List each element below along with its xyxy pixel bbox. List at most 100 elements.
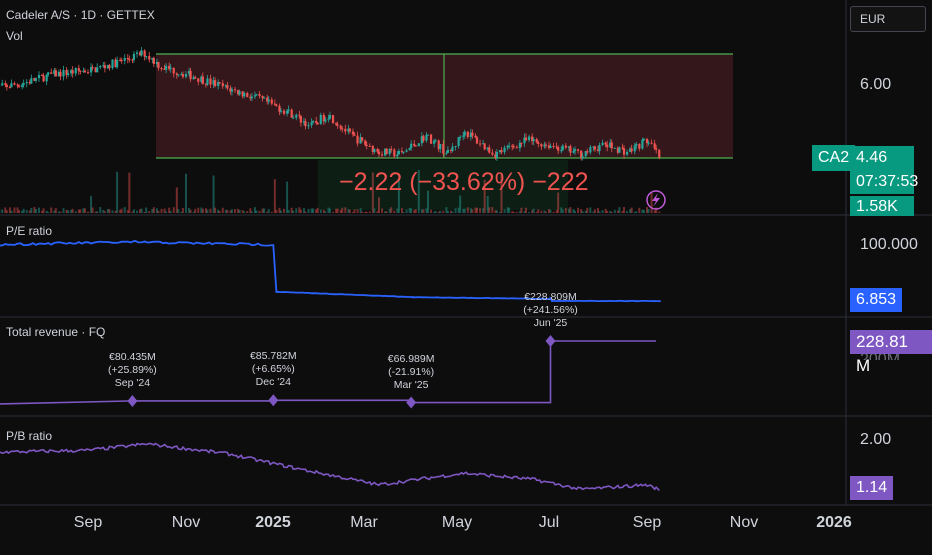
- volume-bar: [357, 209, 359, 213]
- volume-bar: [99, 207, 101, 213]
- candle: [418, 143, 420, 146]
- volume-bar: [87, 212, 89, 213]
- volume-bar: [582, 211, 584, 213]
- pb-ratio-label: P/B ratio: [6, 429, 52, 443]
- pb-value-badge: 1.14: [850, 476, 893, 500]
- volume-bar: [47, 212, 49, 213]
- measure-label: −2.22 (−33.62%) −222: [339, 168, 589, 197]
- symbol-badge[interactable]: CA2: [812, 145, 855, 171]
- volume-bar: [148, 211, 150, 213]
- volume-bar: [190, 210, 192, 213]
- volume-bar: [214, 208, 216, 213]
- revenue-marker: [406, 397, 416, 409]
- volume-bar: [658, 212, 660, 213]
- volume-bar: [59, 212, 61, 213]
- candle: [26, 79, 28, 87]
- volume-bar: [442, 211, 444, 213]
- candle: [386, 148, 388, 154]
- candle: [82, 68, 84, 74]
- volume-bar: [435, 211, 437, 213]
- volume-bar: [631, 208, 633, 213]
- volume-bar: [381, 209, 383, 213]
- volume-bar: [569, 207, 571, 213]
- volume-bar: [176, 187, 178, 213]
- volume-bar: [234, 209, 236, 213]
- volume-bar: [337, 209, 339, 213]
- revenue-annotation: €85.782M(+6.65%)Dec '24: [233, 350, 313, 389]
- volume-bar: [496, 210, 498, 213]
- volume-bar: [393, 211, 395, 213]
- revenue-annotation-change: (+25.89%): [92, 364, 172, 377]
- candle: [13, 81, 15, 85]
- volume-bar: [651, 193, 653, 213]
- volume-bar: [361, 212, 363, 213]
- price-axis-tick: 6.00: [860, 76, 891, 94]
- volume-bar: [643, 210, 645, 213]
- candle: [136, 50, 138, 58]
- candle: [10, 80, 12, 88]
- volume-bar: [108, 209, 110, 213]
- volume-bar: [182, 208, 184, 213]
- candle: [46, 74, 48, 85]
- volume-bar: [185, 174, 187, 213]
- candle: [430, 134, 432, 144]
- volume-bar: [124, 207, 126, 213]
- volume-bar: [451, 211, 453, 213]
- revenue-marker: [127, 395, 137, 407]
- volume-bar: [274, 179, 276, 213]
- volume-bar: [455, 208, 457, 213]
- volume-bar: [415, 209, 417, 213]
- volume-bar: [268, 209, 270, 213]
- candle: [145, 56, 147, 60]
- volume-bar: [574, 211, 576, 213]
- volume-bar: [67, 210, 69, 213]
- currency-selector[interactable]: EUR: [850, 6, 926, 32]
- volume-bar: [447, 211, 449, 213]
- volume-bar: [422, 209, 424, 213]
- volume-bar: [373, 208, 375, 213]
- volume-bar: [623, 207, 625, 213]
- candle: [124, 54, 126, 64]
- volume-bar: [537, 209, 539, 213]
- revenue-annotation: €228.809M(+241.56%)Jun '25: [511, 291, 591, 330]
- volume-bar: [283, 209, 285, 213]
- candle: [99, 65, 101, 69]
- volume-bar: [349, 210, 351, 213]
- volume-bar: [157, 211, 159, 213]
- revenue-annotation-change: (+241.56%): [511, 304, 591, 317]
- chart-title: Cadeler A/S · 1D · GETTEX: [6, 8, 155, 22]
- volume-bar: [286, 182, 288, 213]
- volume-bar: [23, 209, 25, 213]
- time-axis-tick: Jul: [539, 514, 559, 532]
- volume-bar: [390, 207, 392, 213]
- volume-bar: [353, 209, 355, 213]
- volume-bar: [606, 211, 608, 213]
- volume-bar: [222, 208, 224, 213]
- volume-bar: [439, 211, 441, 213]
- volume-bar: [594, 209, 596, 213]
- volume-bar: [288, 210, 290, 213]
- lightning-icon[interactable]: [647, 191, 665, 209]
- volume-bar: [243, 212, 245, 213]
- volume-bar: [562, 210, 564, 213]
- volume-bar: [153, 207, 155, 213]
- candle: [96, 63, 98, 73]
- time-axis-tick: Nov: [172, 514, 200, 532]
- pb-axis-tick: 2.00: [860, 431, 891, 449]
- candle: [332, 115, 334, 124]
- revenue-annotation: €66.989M(-21.91%)Mar '25: [371, 353, 451, 392]
- time-axis-tick: Mar: [350, 514, 378, 532]
- volume-bar: [128, 173, 130, 213]
- volume-bar: [386, 211, 388, 213]
- candle: [59, 69, 61, 80]
- volume-bar: [145, 208, 147, 213]
- volume-bar: [378, 197, 380, 213]
- volume-bar: [317, 208, 319, 213]
- revenue-marker: [546, 335, 556, 347]
- volume-bar: [545, 211, 547, 213]
- pb-ratio-series[interactable]: [0, 444, 659, 491]
- time-axis-tick: May: [442, 514, 472, 532]
- revenue-annotation-period: Jun '25: [511, 317, 591, 330]
